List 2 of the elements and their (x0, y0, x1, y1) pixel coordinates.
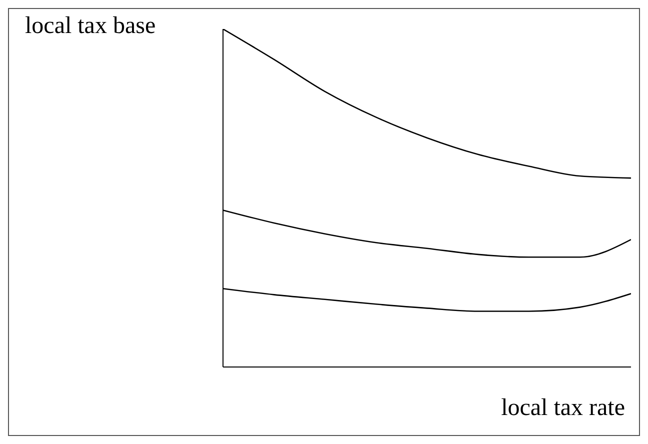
y-axis-title: local tax base (25, 13, 156, 40)
x-axis-title: local tax rate (501, 395, 625, 422)
